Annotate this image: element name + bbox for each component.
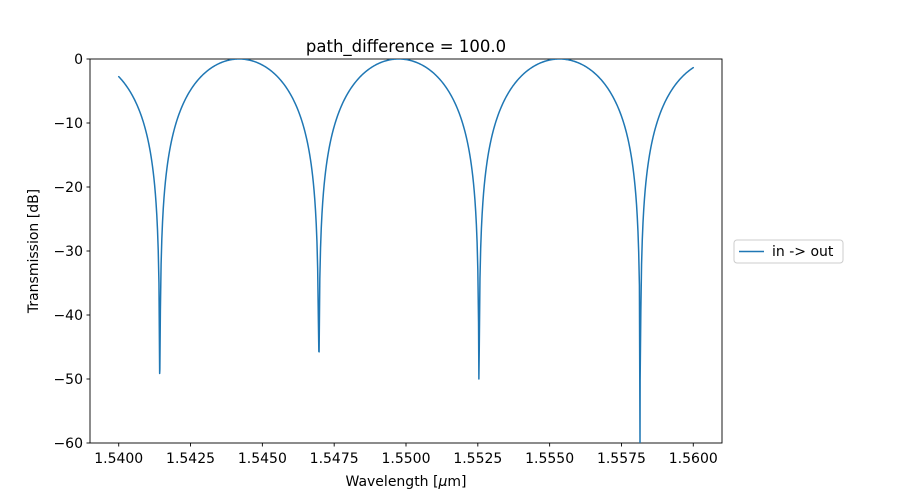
x-axis-ticks: 1.5400 1.5425 1.5450 1.5475 1.5500 1.5525 1.55… xyxy=(94,443,718,467)
chart-title: path_difference = 100.0 xyxy=(306,37,506,57)
y-tick-label: −60 xyxy=(53,436,83,452)
x-tick-label: 1.5525 xyxy=(453,451,502,467)
x-tick-label: 1.5550 xyxy=(525,451,574,467)
x-tick-label: 1.5600 xyxy=(669,451,718,467)
y-tick-label: −10 xyxy=(53,116,83,132)
y-tick-label: −40 xyxy=(53,308,83,324)
x-axis-label: Wavelength [µm] xyxy=(346,474,467,490)
legend-frame xyxy=(733,239,844,264)
x-tick-label: 1.5475 xyxy=(310,451,359,467)
y-tick-label: −30 xyxy=(53,244,83,260)
legend-entry-label: in -> out xyxy=(772,244,834,260)
y-tick-label: 0 xyxy=(74,52,83,68)
x-tick-label: 1.5425 xyxy=(166,451,215,467)
y-axis-ticks: 0 −10 −20 −30 −40 −50 −60 xyxy=(53,52,90,452)
x-axis-label-suffix: m] xyxy=(447,474,466,490)
x-tick-label: 1.5500 xyxy=(382,451,431,467)
mu-symbol: µ xyxy=(437,474,447,490)
x-tick-label: 1.5575 xyxy=(597,451,646,467)
plot-area xyxy=(117,59,695,443)
y-axis-label: Transmission [dB] xyxy=(26,189,42,314)
x-tick-label: 1.5450 xyxy=(238,451,287,467)
y-tick-label: −20 xyxy=(53,180,83,196)
x-axis-label-prefix: Wavelength [ xyxy=(346,474,439,490)
axes-frame xyxy=(89,58,723,444)
legend: in -> out xyxy=(733,239,844,264)
series-line-in-out xyxy=(117,59,695,443)
x-tick-label: 1.5400 xyxy=(94,451,143,467)
y-tick-label: −50 xyxy=(53,372,83,388)
